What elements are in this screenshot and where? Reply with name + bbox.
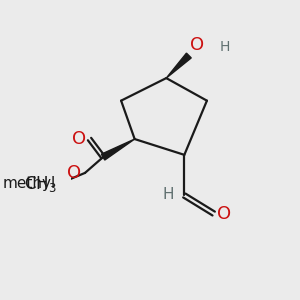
- Polygon shape: [101, 139, 135, 160]
- Text: H: H: [163, 187, 174, 202]
- Text: O: O: [217, 205, 231, 223]
- Text: O: O: [68, 164, 82, 182]
- Polygon shape: [166, 53, 191, 78]
- Text: O: O: [72, 130, 86, 148]
- Text: H: H: [219, 40, 230, 54]
- Text: O: O: [190, 36, 204, 54]
- Text: CH$_3$: CH$_3$: [24, 174, 57, 194]
- Text: methyl: methyl: [2, 176, 55, 190]
